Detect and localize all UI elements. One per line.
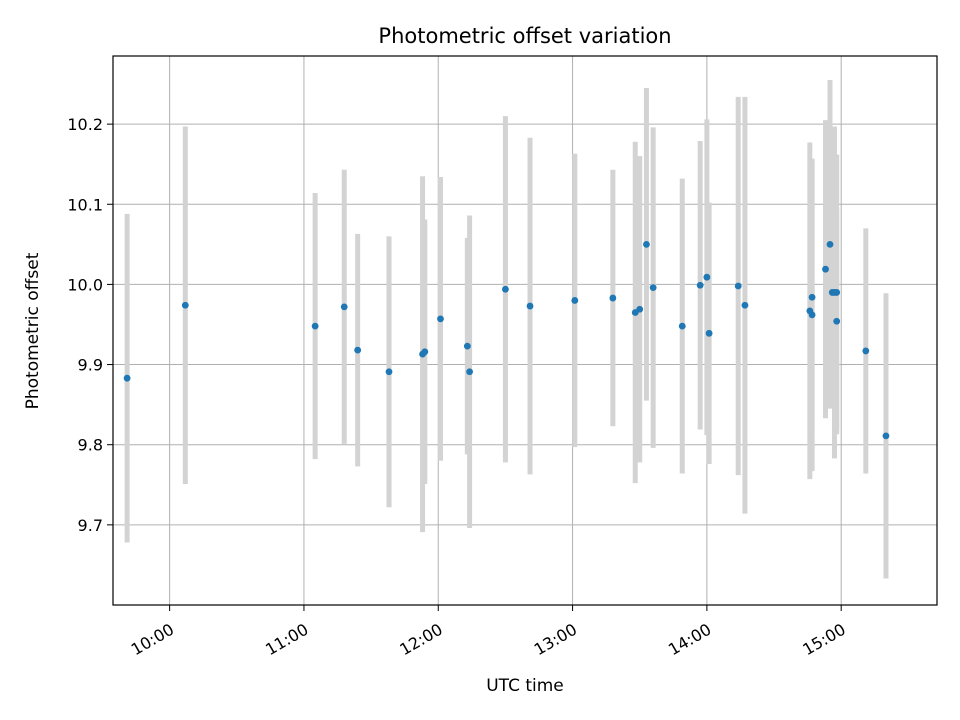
data-point xyxy=(526,302,534,310)
y-tick-label: 10.1 xyxy=(67,195,103,214)
data-point xyxy=(123,374,131,382)
data-point xyxy=(822,265,829,273)
x-axis-label: UTC time xyxy=(486,676,564,696)
data-point xyxy=(741,301,749,309)
y-tick-label: 10.2 xyxy=(67,115,103,134)
chart-title: Photometric offset variation xyxy=(378,24,671,48)
y-tick-label: 9.8 xyxy=(78,436,103,455)
y-tick-label: 9.7 xyxy=(78,516,103,535)
data-point xyxy=(705,329,713,337)
data-point xyxy=(833,289,841,296)
data-point xyxy=(437,315,444,323)
data-point xyxy=(649,284,657,292)
y-tick-label: 10.0 xyxy=(67,275,103,294)
data-point xyxy=(696,281,704,289)
data-point xyxy=(678,322,686,330)
data-point xyxy=(609,294,617,302)
plot-frame xyxy=(112,55,938,606)
data-point xyxy=(354,346,362,354)
data-point xyxy=(703,273,711,281)
data-point xyxy=(882,432,890,440)
data-point xyxy=(340,303,348,311)
data-point xyxy=(826,240,834,248)
data-point xyxy=(311,322,319,330)
data-point xyxy=(421,348,429,356)
y-axis-ticks: 9.7 9.8 9.9 10.0 10.1 10.2 xyxy=(67,115,113,535)
data-point xyxy=(833,317,841,325)
data-point xyxy=(734,282,742,290)
data-point xyxy=(862,347,870,355)
data-point xyxy=(808,311,816,319)
data-point xyxy=(463,342,471,350)
data-point xyxy=(571,297,579,304)
data-point xyxy=(808,293,816,301)
data-point xyxy=(466,368,473,376)
data-point xyxy=(385,368,393,376)
data-point xyxy=(181,301,189,309)
y-tick-label: 9.9 xyxy=(78,356,103,375)
data-points xyxy=(123,240,890,440)
y-axis-label: Photometric offset xyxy=(23,252,43,409)
data-point xyxy=(643,240,650,248)
data-point xyxy=(636,305,644,313)
data-point xyxy=(502,285,509,293)
